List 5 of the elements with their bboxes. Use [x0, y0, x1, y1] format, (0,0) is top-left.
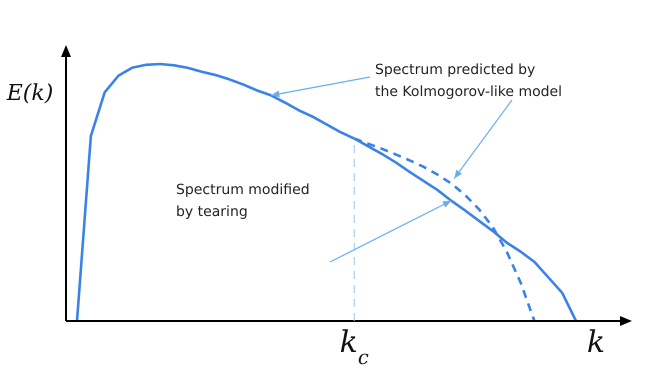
- annotation: Spectrum modified by tearing: [176, 182, 310, 220]
- y-axis-title: E(k): [6, 81, 54, 106]
- text: k$_{c}$: [340, 325, 369, 368]
- annotation: Spectrum predicted by the Kolmogorov-like model: [375, 62, 562, 100]
- x-axis-title: k: [586, 325, 606, 360]
